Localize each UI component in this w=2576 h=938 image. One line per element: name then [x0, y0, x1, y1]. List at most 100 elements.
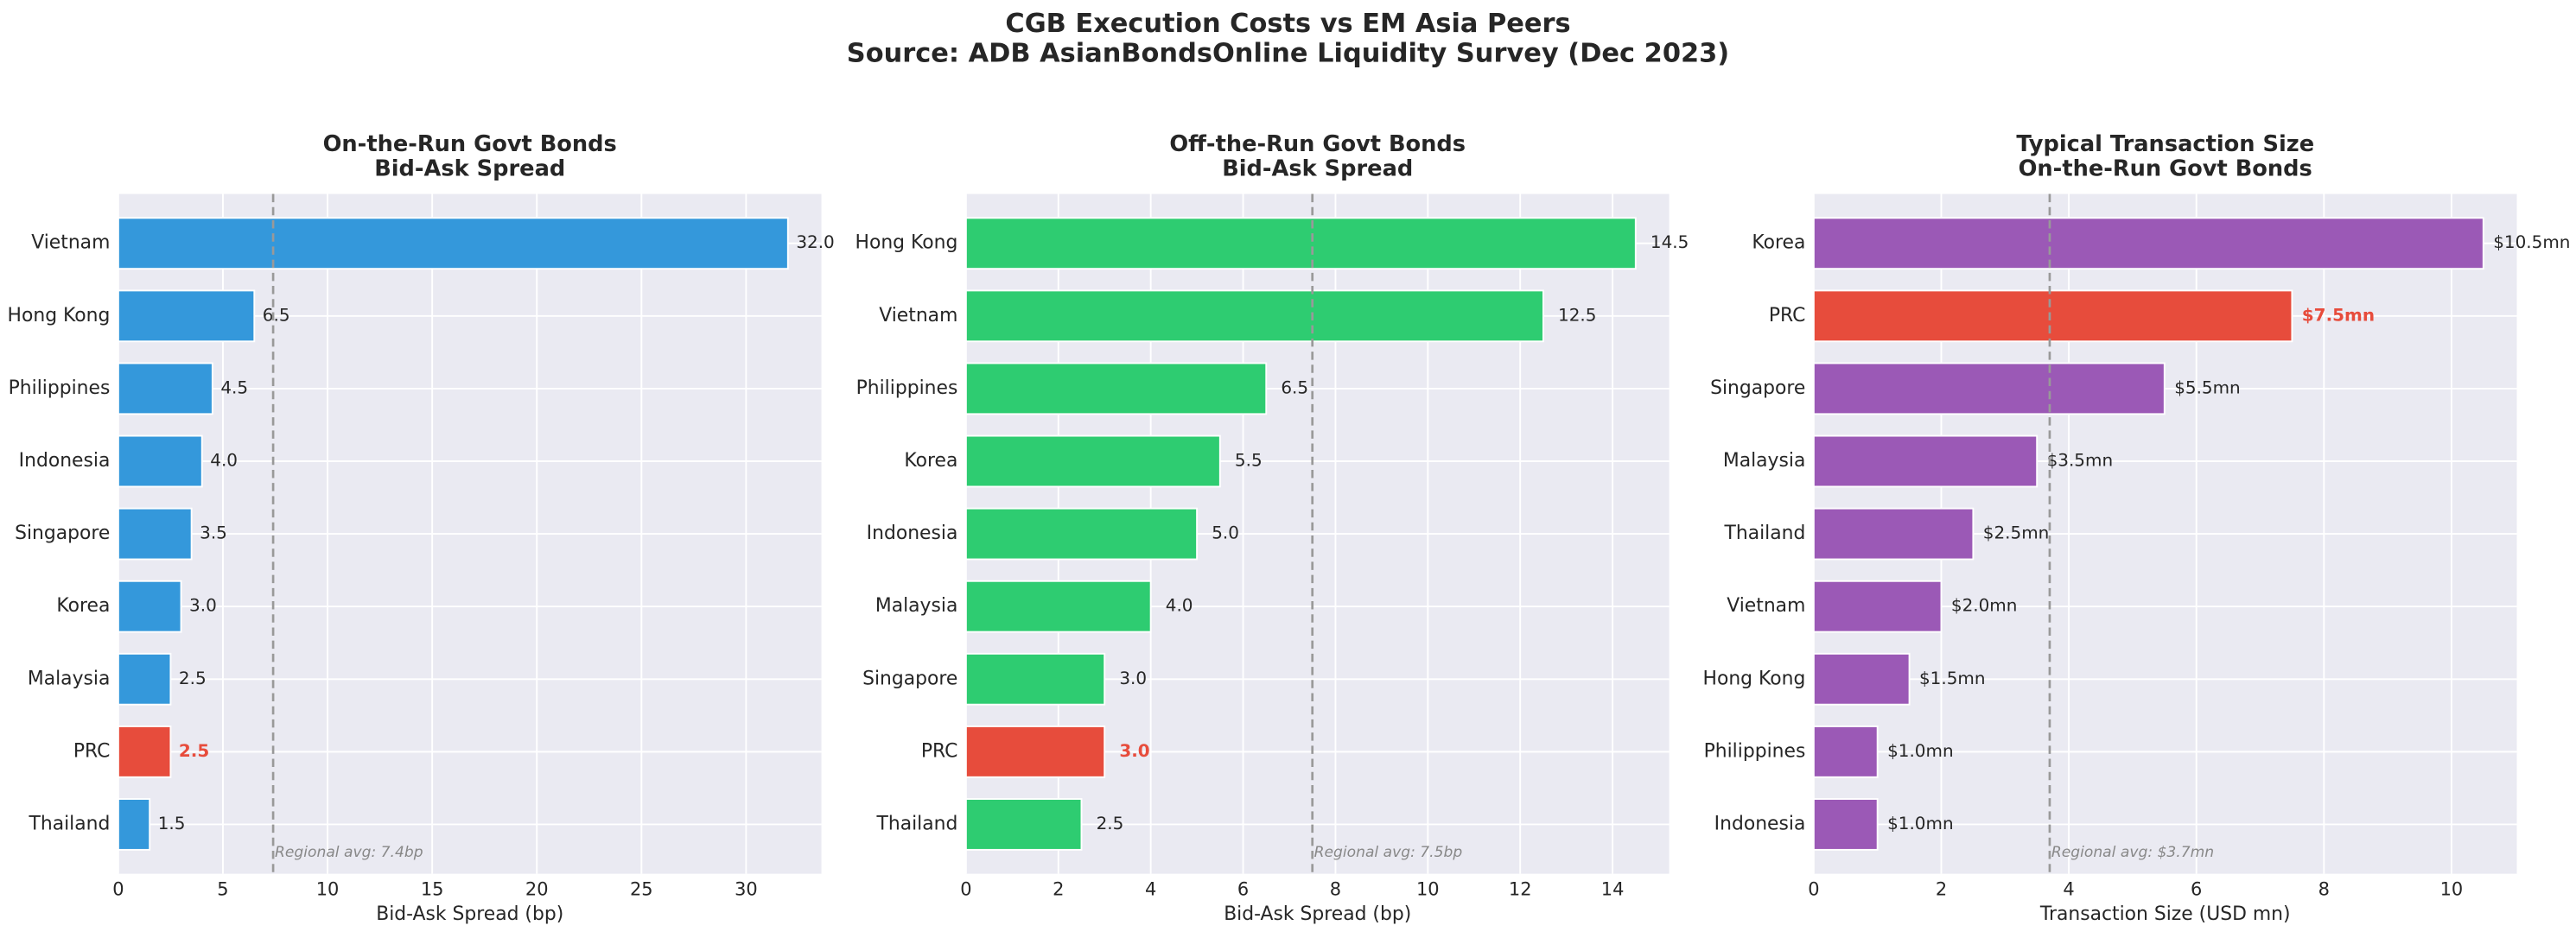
y-tick-label: Korea — [56, 595, 110, 617]
bar — [117, 217, 789, 270]
x-tick-label: 0 — [1808, 879, 1819, 900]
bar — [1812, 798, 1879, 851]
bar — [1812, 434, 2039, 488]
x-tick-label: 0 — [112, 879, 124, 900]
value-label: 4.0 — [210, 450, 238, 471]
x-tick-label: 10 — [316, 879, 340, 900]
y-tick-label: Indonesia — [19, 450, 111, 472]
x-tick-label: 6 — [1237, 879, 1249, 900]
bar — [964, 652, 1106, 706]
x-tick-label: 2 — [1936, 879, 1947, 900]
value-label: 32.0 — [796, 231, 834, 252]
chart-title: Typical Transaction Size — [2016, 131, 2314, 157]
value-label: $2.5mn — [1983, 523, 2050, 543]
value-label: 2.5 — [179, 740, 209, 761]
y-tick-label: Vietnam — [31, 232, 110, 254]
chart-title: On-the-Run Govt Bonds — [2019, 156, 2312, 182]
value-label: 5.5 — [1235, 450, 1263, 471]
figure-subtitle: Source: ADB AsianBondsOnline Liquidity S… — [847, 38, 1729, 68]
bar — [1812, 289, 2293, 343]
chart-title: Off-the-Run Govt Bonds — [1169, 131, 1466, 157]
bar — [964, 507, 1199, 561]
x-tick-label: 12 — [1509, 879, 1532, 900]
y-tick-label: Korea — [1752, 232, 1805, 254]
y-tick-label: Vietnam — [1727, 595, 1805, 617]
x-tick-label: 25 — [630, 879, 653, 900]
x-tick-label: 0 — [960, 879, 971, 900]
value-label: $2.0mn — [1951, 595, 2018, 616]
y-tick-label: PRC — [921, 740, 958, 762]
value-label: 3.5 — [200, 523, 227, 543]
x-tick-label: 10 — [2440, 879, 2464, 900]
value-label: $7.5mn — [2302, 304, 2375, 325]
y-tick-label: Thailand — [29, 813, 111, 834]
x-axis-label: Bid-Ask Spread (bp) — [1224, 903, 1411, 925]
x-tick-label: 4 — [2063, 879, 2074, 900]
chart-title: On-the-Run Govt Bonds — [323, 131, 617, 157]
y-tick-label: Philippines — [856, 377, 958, 399]
bar — [117, 289, 256, 343]
bar — [1812, 725, 1879, 778]
value-label: $1.0mn — [1887, 813, 1954, 833]
x-tick-label: 8 — [1330, 879, 1341, 900]
x-tick-label: 30 — [735, 879, 758, 900]
bar — [964, 725, 1106, 778]
value-label: 3.0 — [1119, 740, 1149, 761]
bar — [1812, 217, 2484, 270]
value-label: $1.0mn — [1887, 740, 1954, 761]
x-tick-label: 15 — [421, 879, 444, 900]
value-label: 4.0 — [1166, 595, 1193, 616]
value-label: 14.5 — [1651, 231, 1689, 252]
value-label: $5.5mn — [2174, 377, 2241, 397]
x-tick-label: 10 — [1416, 879, 1440, 900]
x-tick-label: 14 — [1601, 879, 1625, 900]
y-tick-label: Singapore — [15, 523, 110, 544]
y-tick-label: Philippines — [9, 377, 111, 399]
y-tick-label: Indonesia — [867, 523, 958, 544]
value-label: 3.0 — [1119, 668, 1147, 688]
value-label: 5.0 — [1212, 523, 1239, 543]
value-label: 1.5 — [158, 813, 186, 833]
bar — [1812, 507, 1975, 561]
chart-title: Bid-Ask Spread — [1222, 156, 1413, 182]
chart-title: Bid-Ask Spread — [374, 156, 565, 182]
y-tick-label: Singapore — [862, 668, 957, 689]
bar — [964, 362, 1268, 415]
y-tick-label: Vietnam — [879, 305, 957, 326]
bar — [1812, 652, 1911, 706]
x-axis-label: Bid-Ask Spread (bp) — [376, 903, 563, 925]
figure-title: CGB Execution Costs vs EM Asia Peers — [1005, 9, 1570, 39]
bar — [964, 217, 1637, 270]
value-label: 2.5 — [1097, 813, 1124, 833]
bar — [117, 434, 203, 488]
y-tick-label: Hong Kong — [1703, 668, 1806, 689]
y-tick-label: Malaysia — [28, 668, 111, 689]
x-axis-label: Transaction Size (USD mn) — [2039, 903, 2291, 925]
bar — [117, 652, 172, 706]
y-tick-label: Thailand — [875, 813, 957, 834]
value-label: 6.5 — [263, 304, 290, 325]
bar — [117, 580, 182, 633]
x-tick-label: 8 — [2318, 879, 2330, 900]
y-tick-label: Philippines — [1704, 740, 1806, 762]
y-tick-label: Hong Kong — [8, 305, 111, 326]
value-label: 3.0 — [189, 595, 217, 616]
bar — [117, 362, 213, 415]
y-tick-label: Malaysia — [1723, 450, 1806, 472]
y-tick-label: Malaysia — [875, 595, 958, 617]
y-tick-label: PRC — [1769, 305, 1806, 326]
x-tick-label: 2 — [1053, 879, 1064, 900]
x-tick-label: 20 — [525, 879, 549, 900]
reference-label: Regional avg: 7.5bp — [1314, 844, 1463, 861]
bar — [964, 798, 1083, 851]
x-tick-label: 4 — [1145, 879, 1156, 900]
y-tick-label: Thailand — [1723, 523, 1805, 544]
bar — [964, 289, 1544, 343]
y-tick-label: Korea — [904, 450, 957, 472]
y-tick-label: PRC — [73, 740, 111, 762]
bar — [117, 725, 172, 778]
value-label: 6.5 — [1281, 377, 1308, 397]
value-label: 4.5 — [220, 377, 248, 397]
x-tick-label: 6 — [2191, 879, 2202, 900]
